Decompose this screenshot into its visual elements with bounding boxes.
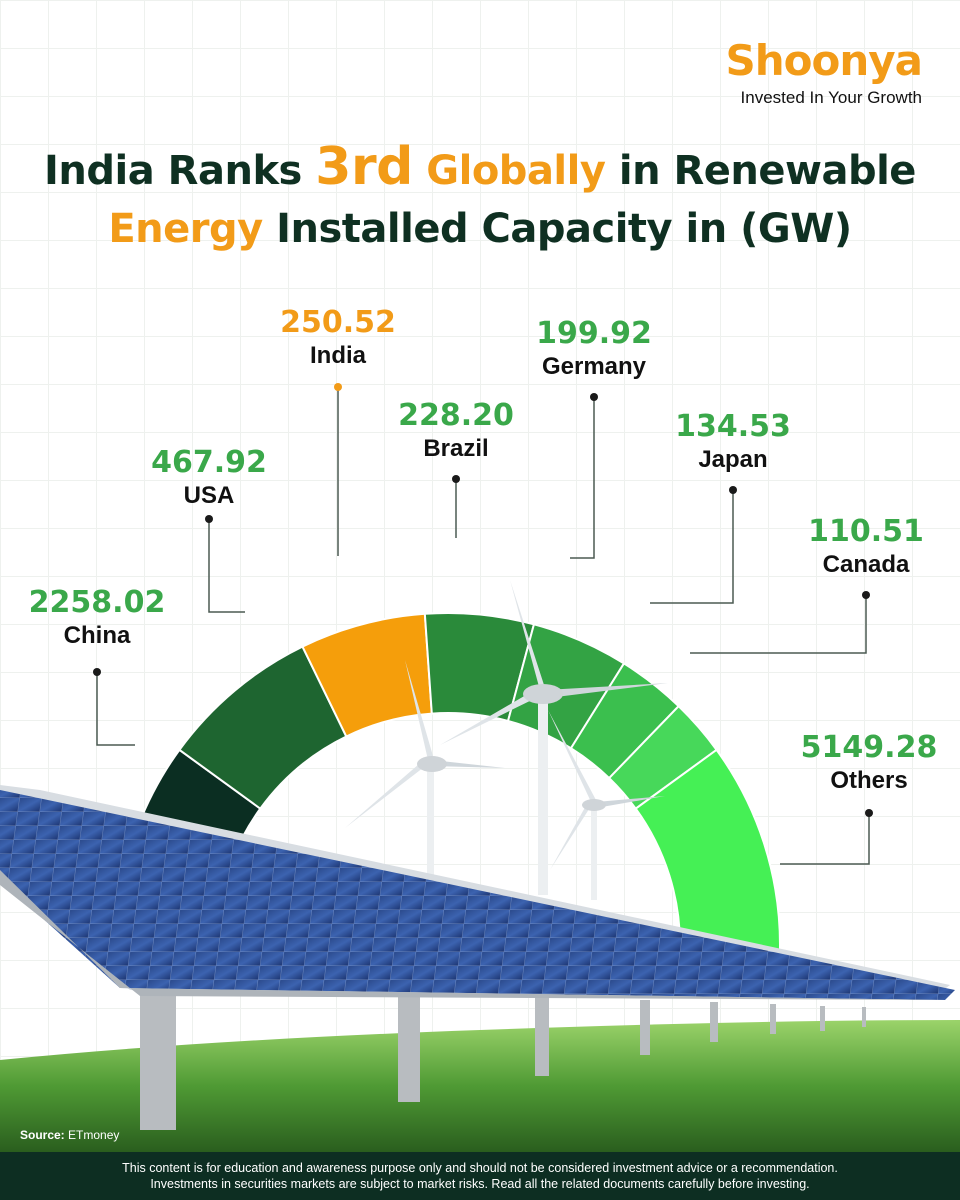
solar-panel-supports <box>140 985 866 1130</box>
value-label-canada: 110.51 <box>808 514 924 549</box>
category-label-germany: Germany <box>541 353 647 380</box>
data-label-china: 2258.02 China <box>0 585 197 651</box>
leader-dot-china <box>93 668 101 676</box>
disclaimer-line-1: This content is for education and awaren… <box>122 1161 838 1175</box>
value-label-others: 5149.28 <box>800 730 938 765</box>
value-label-japan: 134.53 <box>675 409 791 444</box>
wind-turbine-icon <box>440 580 668 895</box>
logo-wordmark: Shoonya <box>725 36 923 85</box>
source-label: Source: <box>20 1128 65 1142</box>
data-label-brazil: 228.20 Brazil <box>356 398 556 464</box>
leader-dot-others <box>865 809 873 817</box>
title-part-4: Installed Capacity in (GW) <box>262 206 852 252</box>
category-label-brazil: Brazil <box>423 435 489 462</box>
category-label-usa: USA <box>183 482 235 509</box>
wind-turbine-icon <box>548 710 665 900</box>
data-label-japan: 134.53 Japan <box>633 409 833 475</box>
title-highlight-globally: Globally <box>426 148 606 194</box>
leader-dot-brazil <box>452 475 460 483</box>
data-label-usa: 467.92 USA <box>109 445 309 511</box>
leader-dot-india <box>334 383 342 391</box>
grass-field <box>0 1020 960 1152</box>
value-label-brazil: 228.20 <box>398 398 514 433</box>
category-label-canada: Canada <box>822 551 910 578</box>
title-part-3: in Renewable <box>605 148 917 194</box>
source-text: ETmoney <box>68 1128 120 1142</box>
value-label-india: 250.52 <box>280 305 396 340</box>
leader-line-china <box>96 672 135 746</box>
value-label-china: 2258.02 <box>28 585 166 620</box>
category-label-others: Others <box>830 767 908 794</box>
category-label-china: China <box>63 622 131 649</box>
value-label-usa: 467.92 <box>151 445 267 480</box>
brand-logo: Shoonya Invested In Your Growth <box>725 36 923 108</box>
title-highlight-rank: 3rd <box>315 137 413 197</box>
leader-line-canada <box>690 595 867 654</box>
data-label-others: 5149.28 Others <box>769 730 960 796</box>
disclaimer-footer: This content is for education and awaren… <box>0 1152 960 1200</box>
wind-turbine-icon <box>345 660 505 880</box>
category-label-india: India <box>309 342 366 369</box>
leader-line-usa <box>208 519 245 613</box>
title-highlight-energy: Energy <box>108 206 263 252</box>
leader-line-japan <box>650 490 734 604</box>
leader-dot-canada <box>862 591 870 599</box>
solar-panel-array <box>0 785 955 1000</box>
category-label-japan: Japan <box>698 446 768 473</box>
data-label-india: 250.52 India <box>238 305 438 371</box>
source-note: Source: ETmoney <box>20 1128 119 1142</box>
data-label-germany: 199.92 Germany <box>494 316 694 382</box>
page-title: India Ranks 3rd Globally in Renewable Ene… <box>0 138 960 258</box>
title-part-1: India Ranks <box>44 148 316 194</box>
leader-line-germany <box>570 397 595 559</box>
leader-dot-japan <box>729 486 737 494</box>
leader-dot-germany <box>590 393 598 401</box>
data-label-canada: 110.51 Canada <box>766 514 960 580</box>
value-label-germany: 199.92 <box>536 316 652 351</box>
logo-tagline: Invested In Your Growth <box>740 88 922 107</box>
leader-line-others <box>780 813 870 865</box>
leader-dot-usa <box>205 515 213 523</box>
disclaimer-line-2: Investments in securities markets are su… <box>150 1177 810 1191</box>
